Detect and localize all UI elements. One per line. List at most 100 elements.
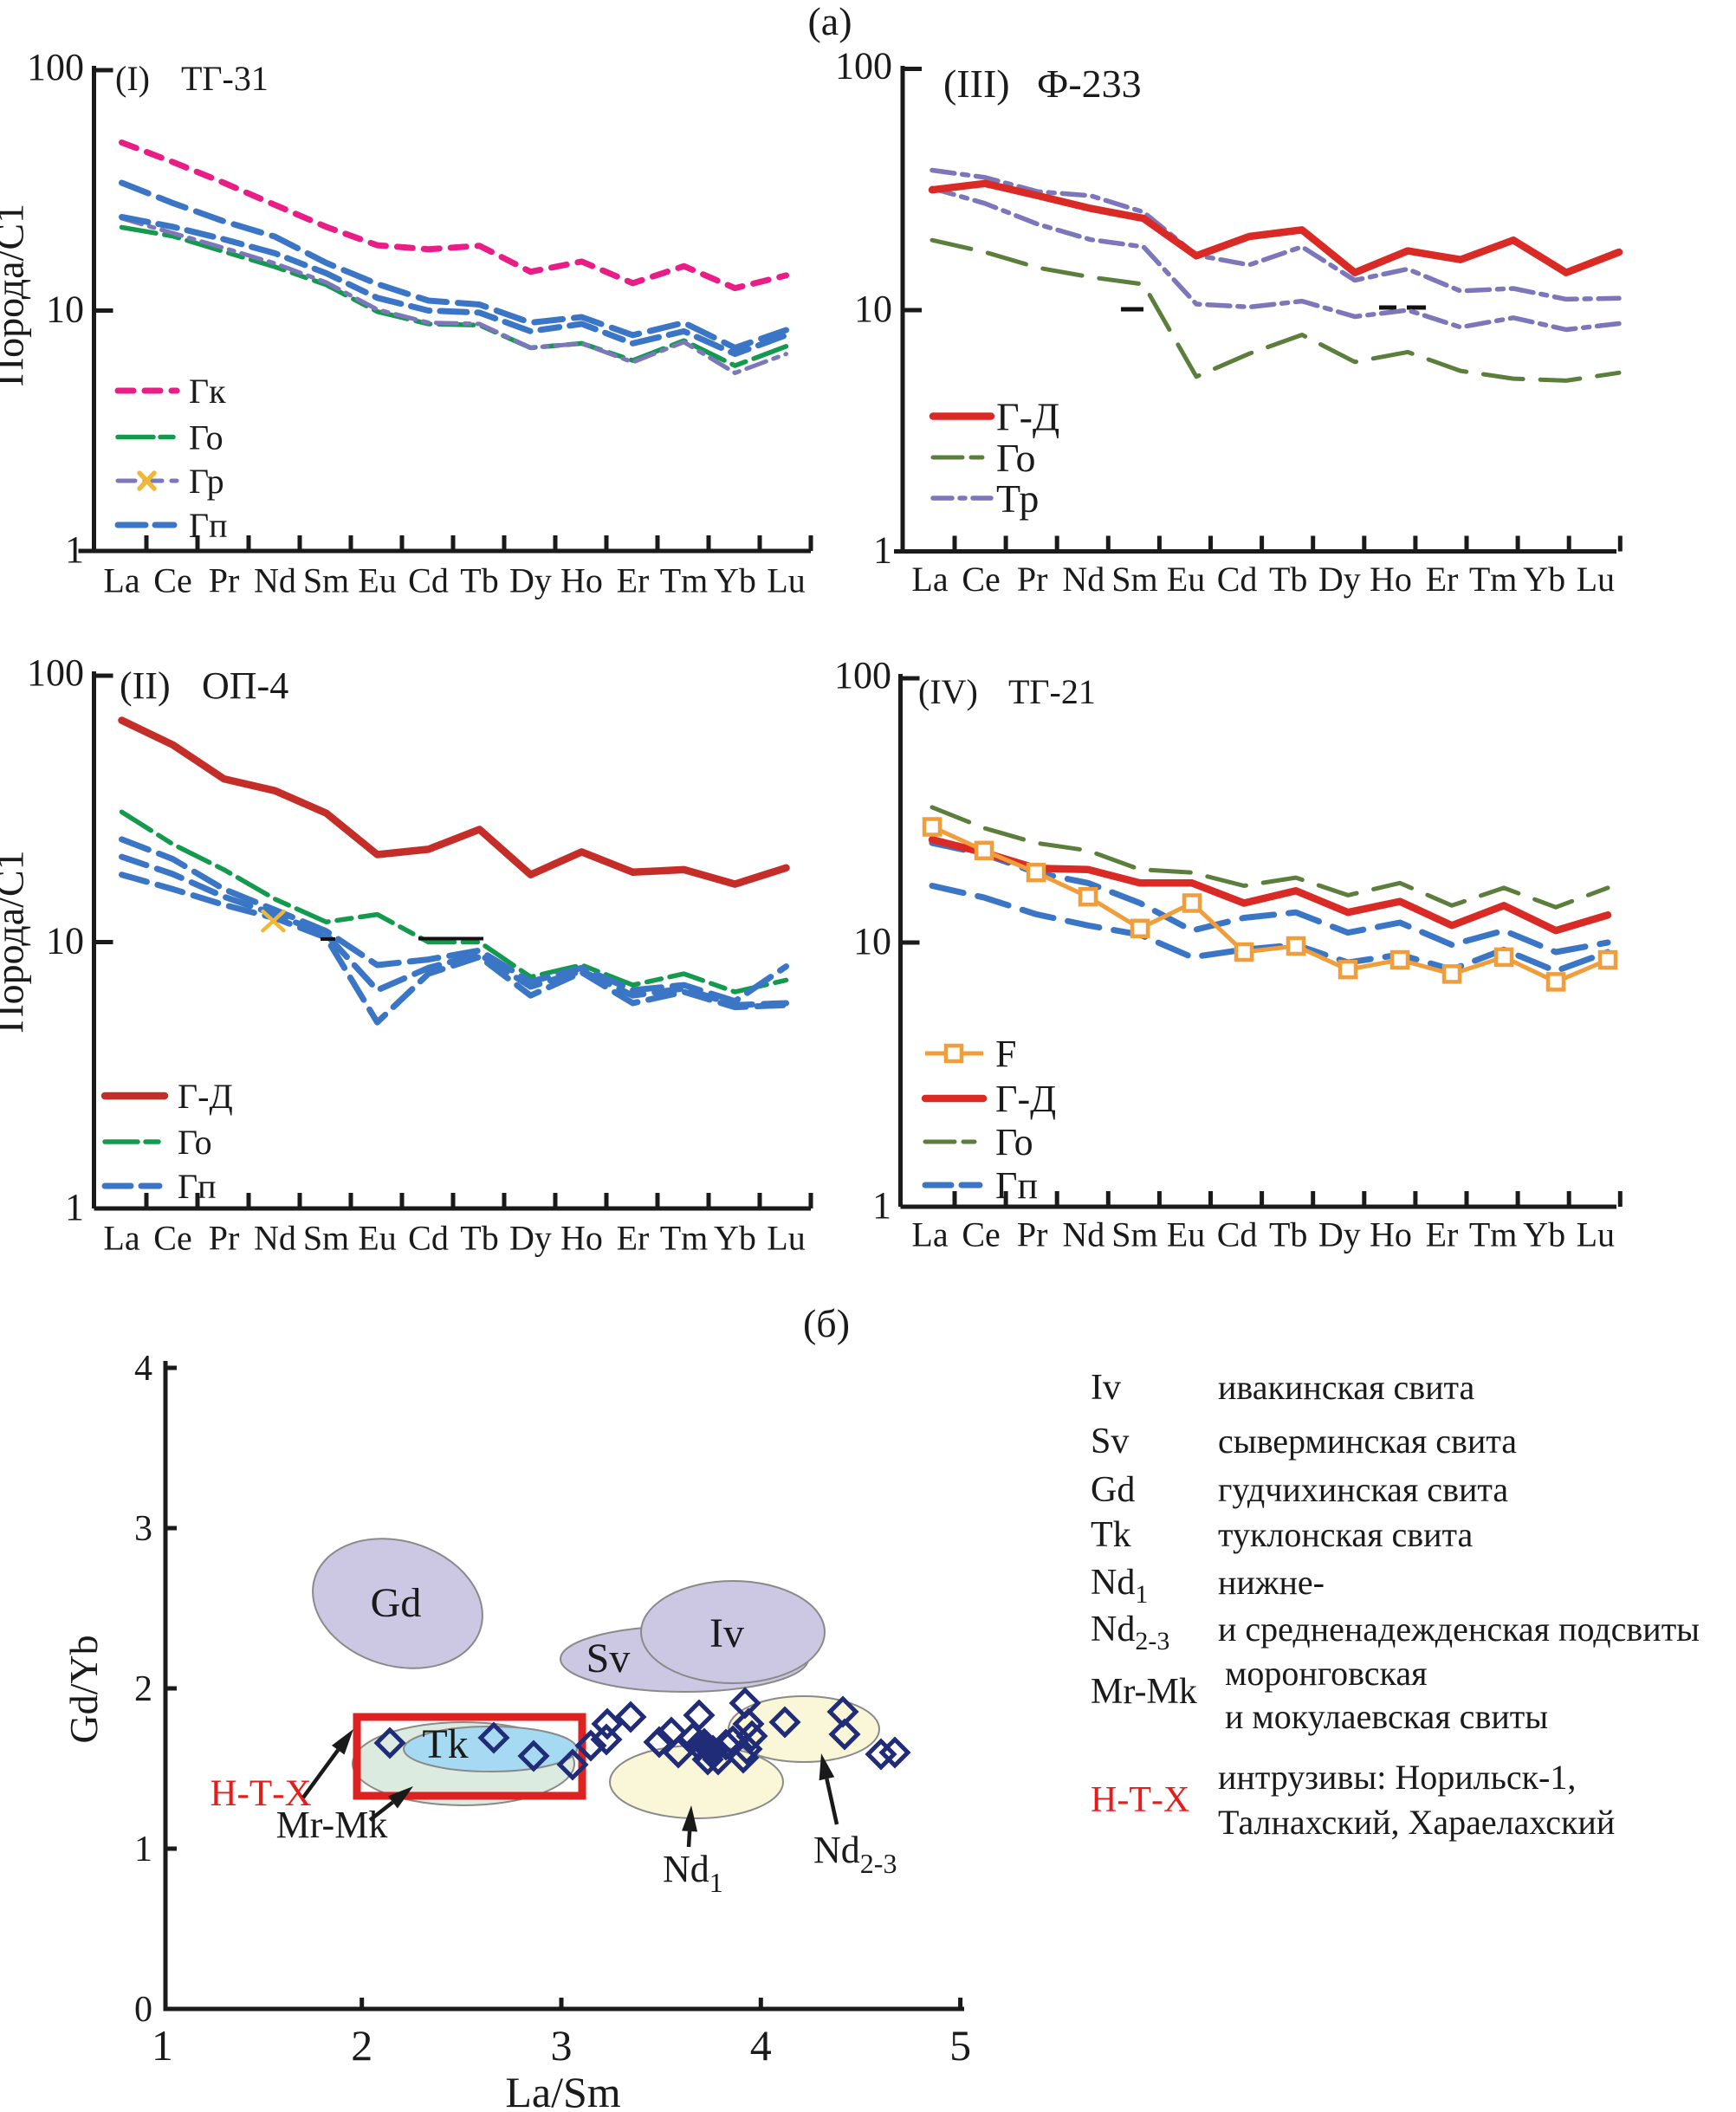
svg-text:Dy: Dy xyxy=(509,561,552,600)
svg-text:2: 2 xyxy=(134,1669,152,1709)
svg-text:3: 3 xyxy=(551,2021,573,2070)
svg-text:Tb: Tb xyxy=(1269,560,1307,599)
svg-text:Tb: Tb xyxy=(1269,1215,1307,1254)
svg-text:0: 0 xyxy=(134,1990,152,2030)
svg-text:(IV): (IV) xyxy=(918,672,978,711)
svg-text:Ce: Ce xyxy=(153,561,191,600)
svg-text:Ce: Ce xyxy=(962,560,1000,599)
svg-text:Г-Д: Г-Д xyxy=(178,1077,233,1116)
svg-text:Ce: Ce xyxy=(153,1219,191,1258)
svg-text:Ho: Ho xyxy=(560,561,603,600)
svg-text:Eu: Eu xyxy=(358,561,396,600)
svg-text:3: 3 xyxy=(134,1509,152,1549)
svg-text:Гп: Гп xyxy=(178,1167,217,1206)
svg-text:Го: Го xyxy=(178,1123,212,1162)
svg-text:Sm: Sm xyxy=(303,1219,349,1258)
svg-text:Nd: Nd xyxy=(1062,560,1104,599)
svg-text:Sm: Sm xyxy=(303,561,349,600)
svg-text:100: 100 xyxy=(834,654,891,696)
svg-text:La/Sm: La/Sm xyxy=(505,2068,620,2112)
svg-text:Lu: Lu xyxy=(1577,1215,1615,1254)
svg-text:Gd: Gd xyxy=(371,1580,422,1626)
svg-text:4: 4 xyxy=(750,2021,772,2070)
svg-text:Sv: Sv xyxy=(586,1636,631,1681)
svg-text:Lu: Lu xyxy=(767,1219,805,1258)
svg-text:Er: Er xyxy=(617,561,650,600)
svg-text:4: 4 xyxy=(134,1349,152,1389)
svg-text:гудчихинская свита: гудчихинская свита xyxy=(1218,1470,1508,1509)
svg-text:Yb: Yb xyxy=(1523,1215,1565,1254)
svg-text:Yb: Yb xyxy=(1523,560,1565,599)
svg-text:Nd: Nd xyxy=(254,1219,296,1258)
svg-text:Pr: Pr xyxy=(209,1219,240,1258)
svg-text:Sv: Sv xyxy=(1091,1422,1129,1461)
svg-text:Pr: Pr xyxy=(1017,1215,1048,1254)
svg-text:Tm: Tm xyxy=(1469,560,1518,599)
svg-text:F: F xyxy=(995,1033,1016,1075)
svg-text:ТГ-31: ТГ-31 xyxy=(181,59,269,98)
svg-text:Го: Го xyxy=(189,418,223,457)
svg-text:Nd2-3: Nd2-3 xyxy=(813,1829,897,1879)
svg-text:Г-Д: Г-Д xyxy=(996,395,1059,439)
svg-text:Tk: Tk xyxy=(422,1721,468,1767)
svg-text:Pr: Pr xyxy=(209,561,240,600)
svg-text:Iv: Iv xyxy=(1091,1368,1121,1408)
svg-text:La: La xyxy=(911,1215,948,1254)
svg-text:10: 10 xyxy=(853,920,891,962)
svg-text:Tm: Tm xyxy=(660,561,709,600)
svg-text:Eu: Eu xyxy=(1167,1215,1205,1254)
svg-text:Ho: Ho xyxy=(560,1219,603,1258)
svg-text:Tb: Tb xyxy=(460,1219,498,1258)
svg-text:моронговская: моронговская xyxy=(1225,1654,1428,1693)
svg-text:Талнахский, Хараелахский: Талнахский, Хараелахский xyxy=(1218,1803,1615,1842)
svg-text:(II): (II) xyxy=(120,664,171,707)
svg-text:Lu: Lu xyxy=(767,561,805,600)
svg-text:Gd/Yb: Gd/Yb xyxy=(62,1635,106,1743)
svg-text:Nd: Nd xyxy=(254,561,296,600)
svg-text:ТГ-21: ТГ-21 xyxy=(1008,672,1096,711)
svg-text:Tm: Tm xyxy=(1469,1215,1518,1254)
svg-text:(б): (б) xyxy=(803,1301,850,1345)
svg-text:Гр: Гр xyxy=(189,462,224,501)
svg-text:ивакинская свита: ивакинская свита xyxy=(1218,1368,1475,1407)
svg-text:1: 1 xyxy=(872,1184,891,1227)
svg-text:10: 10 xyxy=(46,920,84,962)
svg-text:Ф-233: Ф-233 xyxy=(1037,62,1142,106)
svg-text:Sm: Sm xyxy=(1111,1215,1157,1254)
svg-text:сыверминская свита: сыверминская свита xyxy=(1218,1422,1517,1461)
svg-text:Ce: Ce xyxy=(962,1215,1000,1254)
svg-text:Cd: Cd xyxy=(408,561,449,600)
svg-text:ОП-4: ОП-4 xyxy=(202,664,288,707)
svg-text:Mr-Mk: Mr-Mk xyxy=(276,1804,388,1846)
svg-text:Н-Т-Х: Н-Т-Х xyxy=(1091,1780,1189,1820)
svg-text:нижне-: нижне- xyxy=(1218,1563,1325,1602)
svg-text:и средненадежденская подсвиты: и средненадежденская подсвиты xyxy=(1218,1610,1700,1649)
svg-text:100: 100 xyxy=(835,45,892,87)
svg-text:и мокулаевская свиты: и мокулаевская свиты xyxy=(1225,1697,1548,1736)
svg-text:La: La xyxy=(911,560,948,599)
svg-text:интрузивы: Норильск-1,: интрузивы: Норильск-1, xyxy=(1218,1758,1576,1797)
svg-text:5: 5 xyxy=(949,2021,971,2070)
svg-text:Порода/С1: Порода/С1 xyxy=(0,850,32,1033)
svg-text:Cd: Cd xyxy=(1217,1215,1258,1254)
svg-text:Er: Er xyxy=(1426,560,1459,599)
svg-text:1: 1 xyxy=(65,528,84,571)
svg-text:Sm: Sm xyxy=(1111,560,1157,599)
svg-text:Гк: Гк xyxy=(189,372,226,411)
svg-text:1: 1 xyxy=(152,2021,173,2070)
svg-text:Tm: Tm xyxy=(660,1219,709,1258)
svg-text:Го: Го xyxy=(995,1121,1033,1163)
svg-text:Dy: Dy xyxy=(509,1219,552,1258)
svg-text:100: 100 xyxy=(27,651,84,694)
svg-text:Eu: Eu xyxy=(358,1219,396,1258)
svg-text:Gd: Gd xyxy=(1091,1470,1135,1510)
svg-text:Порода/С1: Порода/С1 xyxy=(0,204,32,386)
svg-text:Dy: Dy xyxy=(1318,560,1361,599)
svg-text:Yb: Yb xyxy=(714,561,756,600)
svg-text:Гп: Гп xyxy=(189,506,228,545)
svg-text:100: 100 xyxy=(27,46,84,88)
svg-text:10: 10 xyxy=(854,288,892,330)
svg-text:Lu: Lu xyxy=(1577,560,1615,599)
svg-text:Nd: Nd xyxy=(1062,1215,1104,1254)
svg-text:(а): (а) xyxy=(807,0,852,43)
